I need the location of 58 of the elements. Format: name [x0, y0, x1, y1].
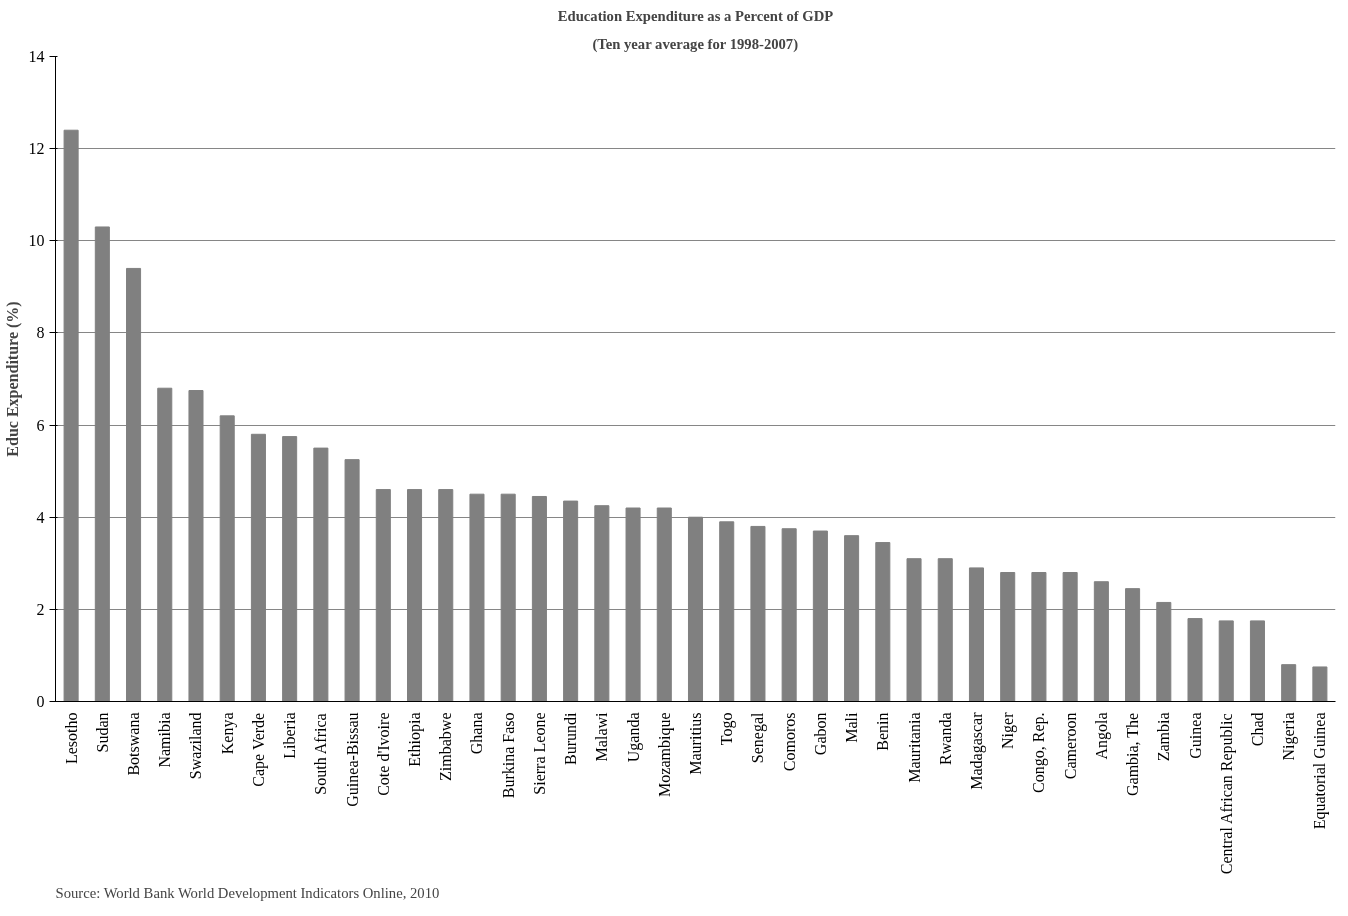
x-tick-label: Swaziland: [187, 712, 205, 780]
x-tick-label: Guinea-Bissau: [343, 712, 361, 807]
x-tick-label: Togo: [718, 712, 737, 746]
x-tick-label: Comoros: [780, 712, 798, 772]
x-tick-label: Cameroon: [1061, 712, 1079, 780]
x-tick-label: Botswana: [125, 712, 143, 776]
chart-subtitle: (Ten year average for 1998-2007): [592, 35, 799, 53]
x-tick-label: Gabon: [811, 712, 829, 756]
y-tick-label: 2: [36, 600, 45, 618]
y-tick-label: 0: [36, 693, 45, 710]
x-tick-label: Malawi: [593, 711, 611, 762]
x-tick-label: Rwanda: [936, 712, 954, 765]
x-tick-label: Congo, Rep.: [1030, 712, 1049, 793]
y-tick-label: 4: [36, 508, 45, 526]
bar: [1249, 620, 1265, 702]
x-tick-label: Sierra Leone: [530, 712, 548, 795]
x-tick-label: Niger: [999, 711, 1018, 749]
x-tick-label: Sudan: [93, 712, 111, 753]
bar: [1218, 620, 1234, 702]
x-tick-label: Zimbabwe: [437, 712, 455, 781]
bar: [1281, 664, 1297, 702]
x-tick-label: Namibia: [156, 712, 174, 768]
chart-title: Education Expenditure as a Percent of GDP: [557, 7, 834, 24]
x-tick-label: Benin: [874, 712, 892, 751]
bar: [1312, 666, 1328, 702]
x-tick-label: Zambia: [1155, 712, 1173, 762]
x-tick-label: Angola: [1092, 712, 1111, 760]
x-tick-label: Ghana: [468, 712, 486, 755]
y-tick-label: 14: [28, 48, 45, 65]
x-tick-label: Equatorial Guinea: [1311, 712, 1330, 830]
x-tick-label: Cape Verde: [249, 712, 268, 787]
x-tick-label: Uganda: [624, 712, 643, 763]
x-tick-label: Lesotho: [62, 712, 80, 765]
x-tick-label: Senegal: [749, 711, 768, 764]
x-tick-label: Chad: [1248, 712, 1266, 747]
source-note: Source: World Bank World Development Indicators Online, 2010: [55, 884, 440, 901]
x-tick-label: Guinea: [1186, 712, 1204, 759]
x-tick-label: Mozambique: [655, 712, 674, 797]
x-tick-label: Burkina Faso: [499, 712, 517, 799]
x-tick-label: Madagascar: [967, 711, 986, 790]
x-tick-label: Nigeria: [1280, 712, 1299, 761]
x-tick-label: Gambia, The: [1124, 712, 1142, 797]
bar: [1187, 618, 1203, 702]
x-tick-label: Ethiopia: [406, 712, 425, 767]
y-axis-title: Educ Expenditure (%): [3, 301, 22, 457]
y-tick-label: 10: [28, 232, 45, 250]
x-tick-label: Liberia: [281, 712, 299, 759]
x-tick-label: Mali: [843, 711, 861, 743]
y-tick-label: 12: [28, 140, 45, 158]
x-tick-label: Mauritania: [905, 712, 923, 783]
x-tick-label: South Africa: [312, 713, 330, 795]
x-tick-label: Central African Republic: [1217, 713, 1236, 875]
y-tick-label: 8: [36, 324, 45, 342]
x-tick-label: Cote d'Ivoire: [374, 712, 392, 796]
y-tick-label: 6: [36, 416, 45, 434]
x-tick-label: Burundi: [562, 711, 580, 765]
x-tick-label: Mauritius: [687, 712, 704, 775]
x-tick-label: Kenya: [218, 712, 237, 755]
